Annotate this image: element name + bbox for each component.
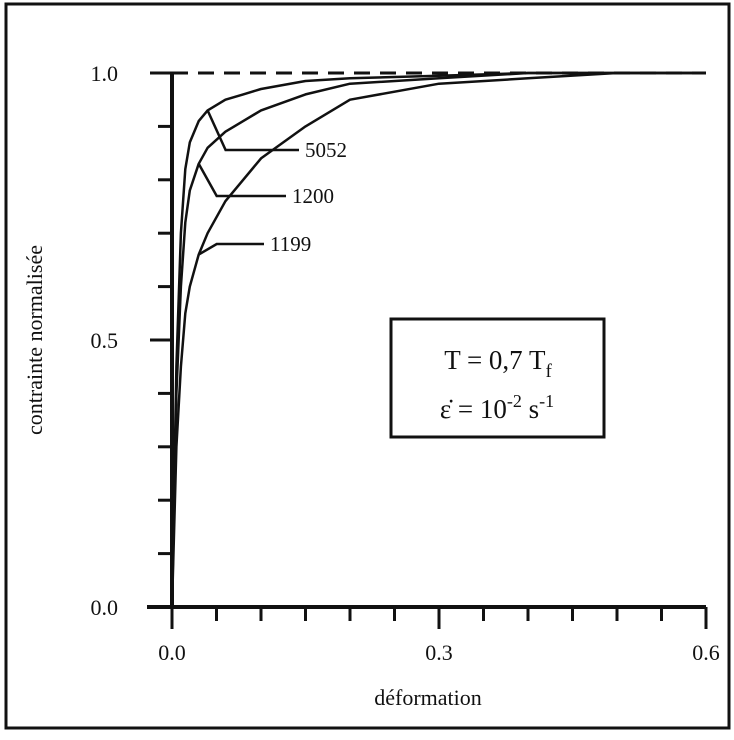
y-tick-label: 0.5 — [91, 328, 119, 353]
y-tick-label: 1.0 — [91, 61, 119, 86]
x-axis-title: déformation — [374, 685, 482, 710]
series-line — [170, 71, 706, 608]
series-label: 5052 — [305, 138, 347, 162]
y-tick-label: 0.0 — [91, 595, 119, 620]
x-tick-label: 0.3 — [425, 640, 453, 665]
legend-line-strain-rate: ε̇ = 10-2 s-1 — [440, 391, 554, 424]
y-axis-title: contrainte normalisée — [22, 245, 47, 435]
legend-frame — [389, 317, 606, 439]
legend-line-temperature: T = 0,7 Tf — [444, 345, 552, 382]
series-line — [170, 71, 706, 608]
series-leader-line — [206, 109, 299, 152]
x-tick-label: 0.0 — [158, 640, 186, 665]
series-leader-line — [197, 163, 286, 198]
series-line — [170, 71, 706, 608]
series-label: 1199 — [270, 232, 311, 256]
series-leader-line — [198, 242, 264, 256]
x-tick-label: 0.6 — [692, 640, 720, 665]
legend-box: T = 0,7 Tf ε̇ = 10-2 s-1 — [389, 317, 606, 439]
figure-frame — [4, 2, 731, 730]
series-label: 1200 — [292, 184, 334, 208]
